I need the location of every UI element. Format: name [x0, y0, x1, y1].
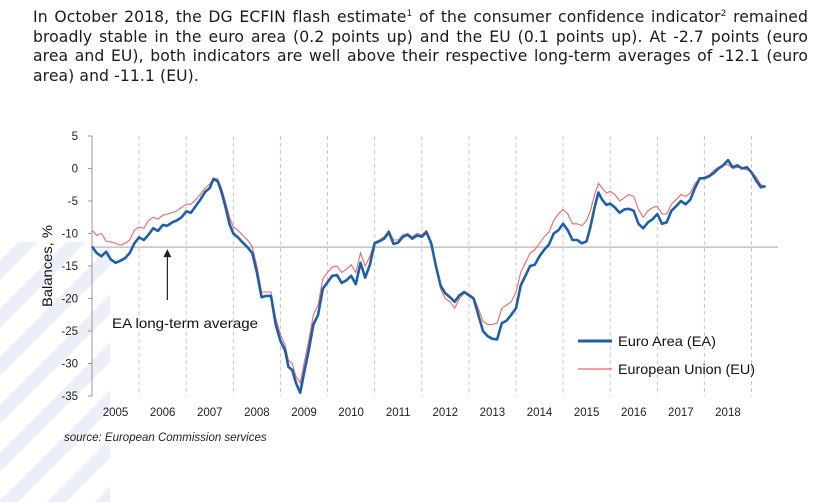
legend-label-eu: European Union (EU) [618, 361, 755, 377]
x-tick-label: 2010 [338, 407, 364, 419]
legend-label-ea: Euro Area (EA) [618, 333, 716, 349]
intro-paragraph: In October 2018, the DG ECFIN flash esti… [33, 8, 808, 86]
x-tick-label: 2011 [386, 407, 411, 419]
legend: Euro Area (EA) European Union (EU) [578, 333, 755, 377]
y-tick-label: -30 [61, 359, 78, 371]
y-tick-label: -35 [61, 391, 78, 403]
x-tick-label: 2006 [150, 407, 176, 419]
x-tick-label: 2013 [480, 407, 506, 419]
source-note: source: European Commission services [64, 432, 267, 444]
x-tick-label: 2008 [244, 407, 270, 419]
y-tick-label: 0 [72, 164, 78, 176]
intro-text-2: of the consumer confidence indicator [412, 8, 721, 26]
x-tick-label: 2007 [197, 407, 223, 419]
y-tick-label: -15 [61, 261, 78, 273]
x-tick-label: 2012 [433, 407, 459, 419]
y-tick-label: 5 [72, 131, 78, 143]
ref-annotation: EA long-term average [112, 249, 258, 331]
y-tick-label: -25 [61, 326, 78, 338]
annotation-label: EA long-term average [112, 315, 258, 331]
x-tick-label: 2005 [103, 407, 129, 419]
intro-text-3: remained broadly stable in the euro area… [33, 8, 808, 85]
series-line-ea [90, 158, 766, 395]
consumer-confidence-chart: 50-5-10-15-20-25-30-35 2005 2006 2007 2008 2… [39, 131, 778, 419]
y-tick-label: -10 [61, 229, 78, 241]
annotation-arrow-head [163, 249, 172, 258]
y-axis-label: Balances, % [39, 225, 55, 307]
intro-text-1: In October 2018, the DG ECFIN flash esti… [33, 8, 407, 26]
x-tick-label: 2009 [291, 407, 317, 419]
footnote-ref-1[interactable]: 1 [406, 8, 413, 19]
series-line-eu [91, 164, 766, 385]
footnote-ref-2[interactable]: 2 [720, 8, 727, 19]
x-axis: 2005 2006 2007 2008 2009 2010 2011 2012 2013 2014… [103, 407, 741, 419]
x-tick-label: 2016 [621, 407, 647, 419]
vertical-gridlines [91, 136, 753, 396]
x-tick-label: 2014 [527, 407, 553, 419]
x-tick-label: 2015 [574, 407, 600, 419]
y-axis: 5 0 -5 -10 -15 -20 -25 -30 -35 [61, 131, 93, 403]
x-tick-label: 2018 [715, 407, 741, 419]
x-tick-label: 2017 [668, 407, 694, 419]
y-tick-label: -20 [61, 294, 78, 306]
y-tick-label: -5 [68, 196, 78, 208]
